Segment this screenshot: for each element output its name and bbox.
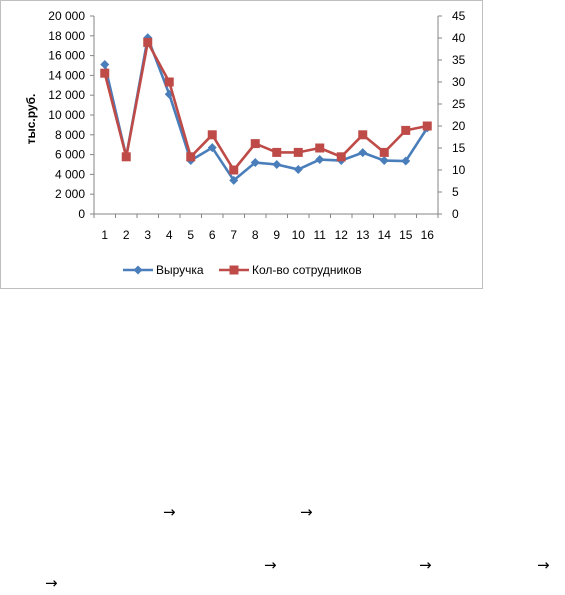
x-tick-label: 2 bbox=[123, 228, 130, 242]
arrow-glyph: → bbox=[45, 574, 58, 592]
y-tick-label-right: 15 bbox=[452, 141, 466, 155]
legend-marker-1 bbox=[133, 265, 143, 275]
y-tick-label-right: 45 bbox=[452, 9, 466, 23]
legend-marker-2 bbox=[229, 265, 239, 275]
x-tick-label: 12 bbox=[335, 228, 349, 242]
y-tick-label-left: 12 000 bbox=[48, 88, 85, 102]
y-tick-label-left: 0 bbox=[78, 207, 85, 221]
arrow-glyph: → bbox=[300, 503, 313, 521]
data-point-series-2 bbox=[143, 37, 153, 47]
data-point-series-2 bbox=[207, 130, 217, 140]
x-tick-label: 16 bbox=[421, 228, 435, 242]
data-point-series-2 bbox=[315, 143, 325, 153]
arrow-glyph: → bbox=[163, 503, 176, 521]
y-tick-label-right: 25 bbox=[452, 97, 466, 111]
data-point-series-1 bbox=[207, 143, 217, 153]
y-tick-label-left: 16 000 bbox=[48, 49, 85, 63]
x-tick-label: 6 bbox=[209, 228, 216, 242]
chart-frame: 0 2 000 4 000 6 000 8 000 10 000 12 000 14 000 1… bbox=[0, 0, 483, 289]
y-tick-label-right: 40 bbox=[452, 31, 466, 45]
y-tick-label-left: 10 000 bbox=[48, 108, 85, 122]
x-tick-label: 9 bbox=[273, 228, 280, 242]
data-point-series-2 bbox=[379, 147, 389, 157]
x-tick-label: 3 bbox=[144, 228, 151, 242]
y-tick-label-right: 10 bbox=[452, 163, 466, 177]
series-line-1 bbox=[103, 36, 429, 182]
x-tick-label: 1 bbox=[101, 228, 108, 242]
x-tick-label: 15 bbox=[399, 228, 413, 242]
x-tick-label: 11 bbox=[314, 228, 327, 242]
data-point-series-1 bbox=[401, 156, 411, 166]
data-point-series-1 bbox=[293, 164, 303, 174]
chart-svg: 0 2 000 4 000 6 000 8 000 10 000 12 000 14 000 1… bbox=[24, 9, 466, 277]
data-point-series-2 bbox=[401, 125, 411, 135]
y-tick-label-left: 8 000 bbox=[55, 128, 85, 142]
data-point-series-2 bbox=[272, 147, 282, 157]
data-point-series-1 bbox=[100, 60, 110, 70]
data-point-series-1 bbox=[315, 155, 325, 165]
y-axis-label: тыс.руб. bbox=[24, 94, 38, 145]
arrow-glyph: → bbox=[537, 556, 550, 574]
legend-label-2: Кол-во сотрудников bbox=[252, 263, 362, 277]
data-point-series-1 bbox=[272, 160, 282, 169]
data-point-series-1 bbox=[250, 158, 260, 168]
data-point-series-2 bbox=[336, 152, 346, 162]
y-tick-label-right: 35 bbox=[452, 53, 466, 67]
data-point-series-1 bbox=[379, 156, 389, 166]
series-line-2 bbox=[103, 41, 428, 172]
x-tick-label: 7 bbox=[230, 228, 237, 242]
x-tick-label: 14 bbox=[378, 228, 392, 242]
data-point-series-2 bbox=[121, 152, 131, 162]
x-tick-label: 13 bbox=[356, 228, 370, 242]
data-point-series-2 bbox=[186, 152, 196, 162]
y-tick-label-right: 0 bbox=[452, 207, 459, 221]
data-point-series-2 bbox=[422, 121, 432, 131]
data-point-series-2 bbox=[250, 139, 260, 149]
arrow-glyph: → bbox=[264, 556, 277, 574]
y-tick-label-left: 18 000 bbox=[48, 29, 85, 43]
x-tick-label: 5 bbox=[187, 228, 194, 242]
y-tick-label-left: 6 000 bbox=[55, 148, 85, 162]
data-point-series-2 bbox=[164, 77, 174, 87]
y-tick-label-left: 4 000 bbox=[55, 167, 85, 181]
x-tick-label: 4 bbox=[166, 228, 173, 242]
y-tick-label-right: 5 bbox=[452, 185, 459, 199]
arrow-glyph: → bbox=[419, 556, 432, 574]
y-tick-label-right: 20 bbox=[452, 119, 466, 133]
y-tick-label-left: 2 000 bbox=[55, 187, 85, 201]
y-tick-label-left: 14 000 bbox=[48, 68, 85, 82]
y-tick-label-left: 20 000 bbox=[48, 9, 85, 23]
data-point-series-2 bbox=[293, 147, 303, 157]
x-tick-label: 10 bbox=[292, 228, 306, 242]
x-tick-label: 8 bbox=[252, 228, 259, 242]
y-tick-label-right: 30 bbox=[452, 75, 466, 89]
legend-label-1: Выручка bbox=[156, 263, 204, 277]
data-point-series-2 bbox=[100, 68, 110, 78]
data-point-series-1 bbox=[358, 148, 368, 158]
data-point-series-1 bbox=[229, 175, 239, 185]
data-point-series-2 bbox=[229, 165, 239, 175]
data-point-series-2 bbox=[358, 130, 368, 140]
